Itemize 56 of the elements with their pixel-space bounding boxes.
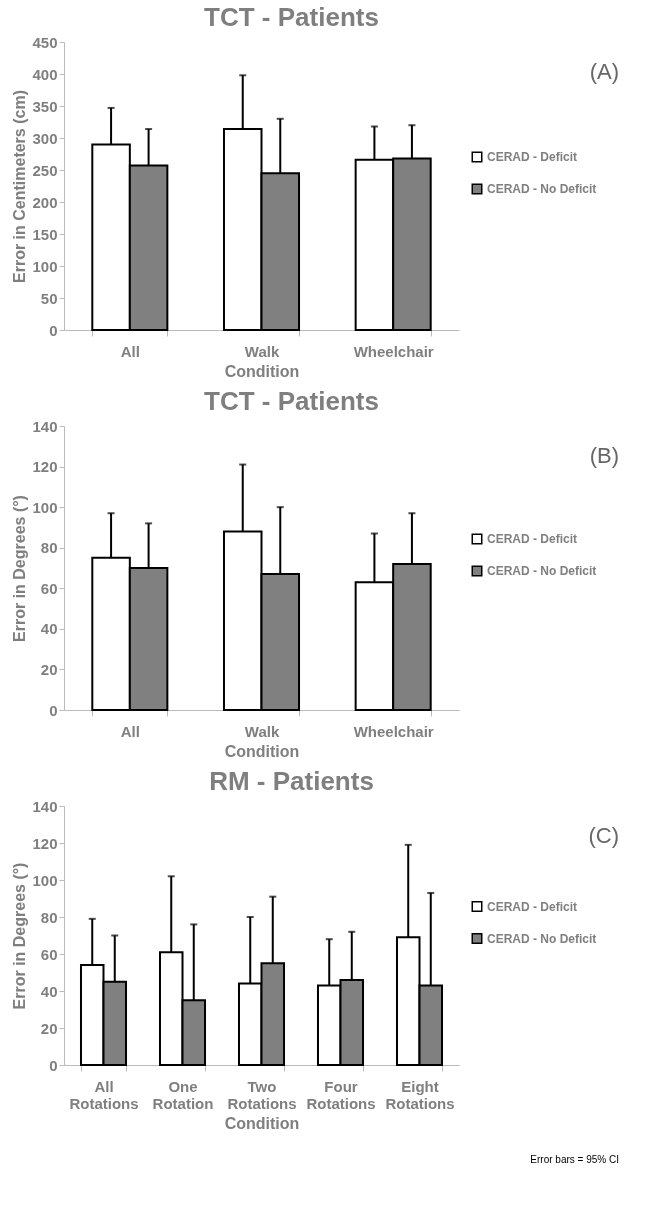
y-tick-label: 250 [32,161,58,179]
x-tick-label: Two Rotations [227,1077,297,1112]
x-axis-title: Condition [224,1114,300,1132]
x-tick-label: Eight Rotations [385,1077,455,1112]
y-tick-label: 0 [49,1056,58,1074]
y-tick-label: 0 [49,321,58,339]
y-tick-label: 40 [40,982,58,1000]
y-tick-label: 140 [32,797,58,815]
y-tick-label: 100 [32,498,58,516]
x-tick-label: All [120,722,140,740]
y-tick-label: 60 [40,579,58,597]
y-tick-label: 200 [32,193,58,211]
x-tick-label: Wheelchair [353,342,434,360]
y-tick-label: 140 [32,417,58,435]
x-tick-label: All Rotations [69,1077,139,1112]
x-tick-label: Four Rotations [306,1077,376,1112]
y-tick-label: 60 [40,945,58,963]
y-tick-label: 0 [49,701,58,719]
y-tick-label: 80 [40,539,58,557]
legend-label: CERAD - No Deficit [487,931,597,946]
legend-label: CERAD - No Deficit [487,182,597,196]
text: Error bars = 95% CI [530,1154,619,1165]
y-tick-label: 450 [32,33,58,51]
chart-title: TCT - Patients [204,386,379,416]
y-tick-label: 20 [40,1019,58,1037]
text: (C) [588,823,619,848]
y-axis-title: Error in Degrees (°) [11,862,29,1010]
y-tick-label: 50 [40,289,58,307]
legend-label: CERAD - Deficit [487,532,578,546]
legend-label: CERAD - No Deficit [487,564,597,578]
y-tick-label: 350 [32,97,58,115]
y-tick-label: 120 [32,834,58,852]
y-tick-label: 80 [40,908,58,926]
x-tick-label: All [120,342,140,360]
text: (B) [589,443,619,468]
x-tick-label: One Rotation [152,1077,214,1112]
chart-title: RM - Patients [209,766,374,796]
y-tick-label: 120 [32,458,58,476]
legend-label: CERAD - Deficit [487,899,578,914]
y-tick-label: 400 [32,65,58,83]
y-tick-label: 100 [32,257,58,275]
text: (A) [589,59,619,84]
y-axis-title: Error in Centimeters (cm) [11,90,29,283]
x-tick-label: Walk [244,342,280,360]
y-tick-label: 40 [40,620,58,638]
legend-label: CERAD - Deficit [487,150,578,164]
y-tick-label: 20 [40,660,58,678]
y-axis-title: Error in Degrees (°) [11,495,29,642]
chart-title: TCT - Patients [204,2,379,32]
x-axis-title: Condition [224,742,300,760]
y-tick-label: 300 [32,129,58,147]
y-tick-label: 150 [32,225,58,243]
y-tick-label: 100 [32,871,58,889]
x-tick-label: Wheelchair [353,722,434,740]
x-axis-title: Condition [224,362,300,380]
x-tick-label: Walk [244,722,280,740]
